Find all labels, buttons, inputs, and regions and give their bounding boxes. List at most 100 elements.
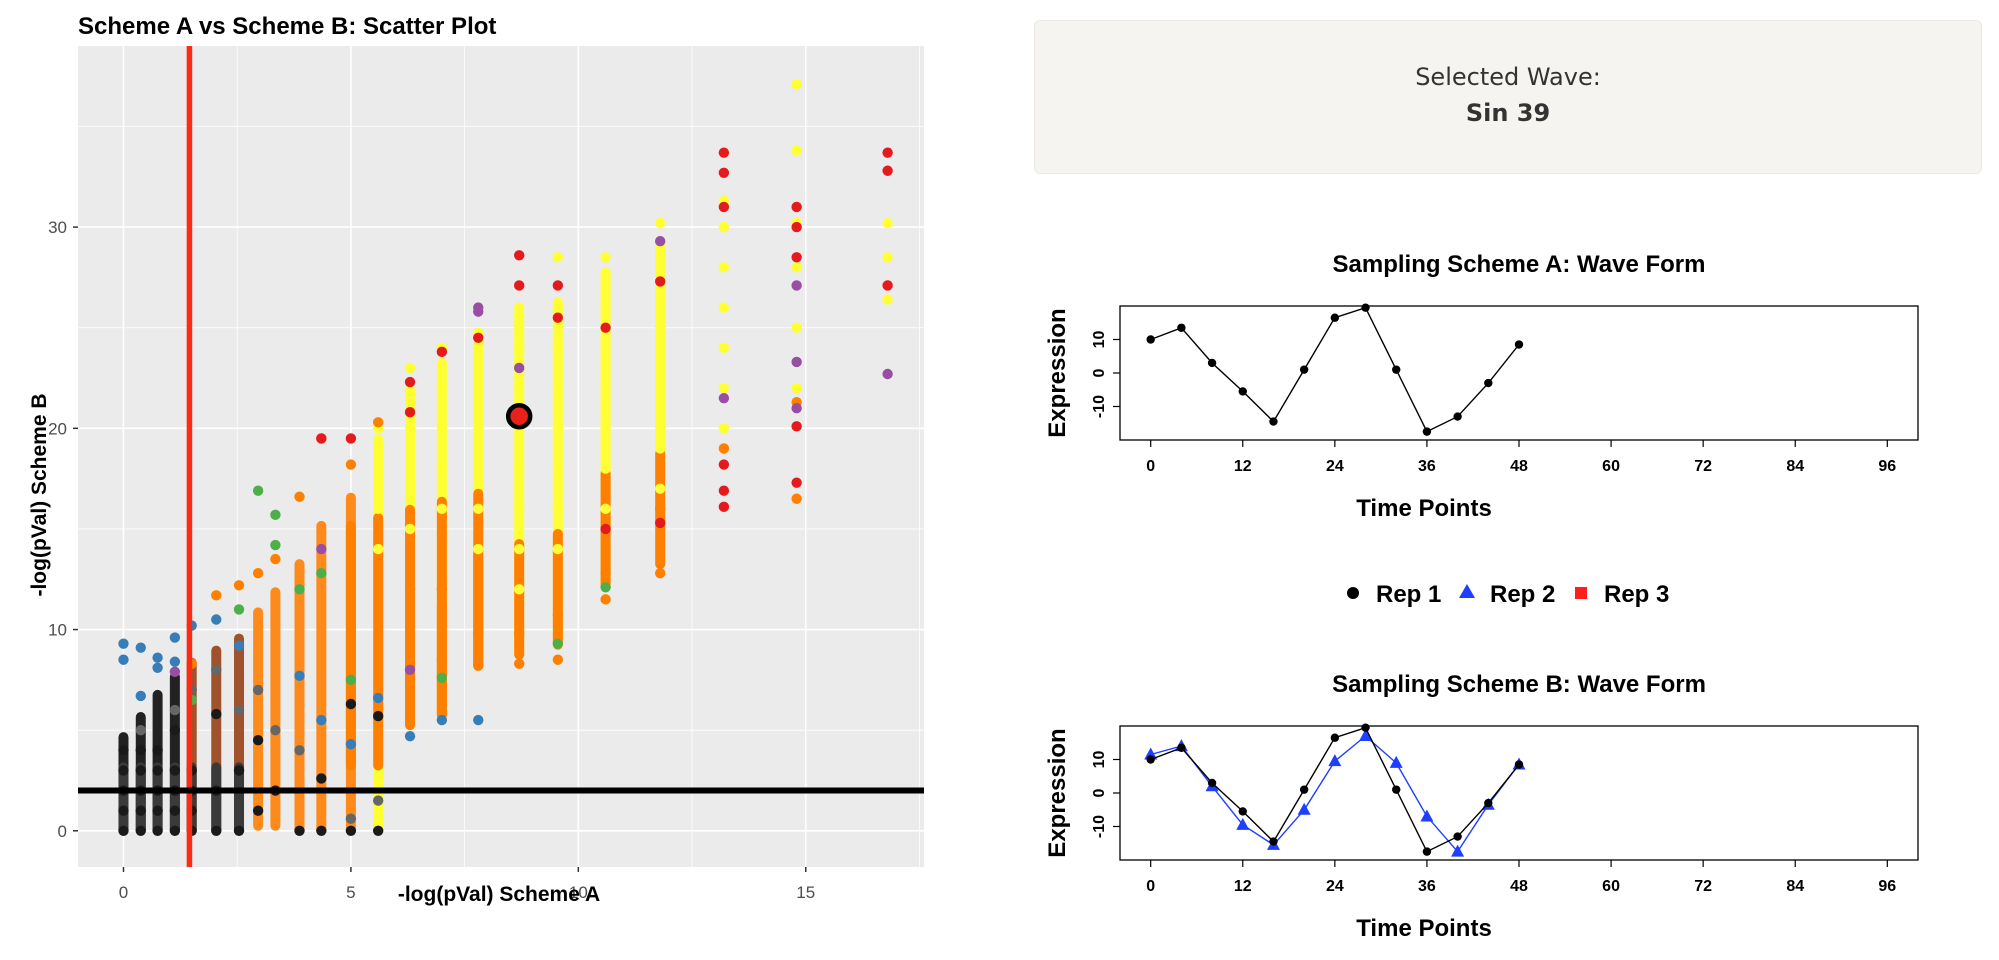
scatter-point-yellow bbox=[654, 483, 666, 494]
y-tick-label: 10 bbox=[1091, 331, 1108, 349]
scatter-point-red bbox=[345, 433, 357, 444]
scatter-point-orange bbox=[473, 660, 484, 671]
wave-line-rep-1 bbox=[1150, 306, 1520, 433]
scatter-point-red bbox=[654, 517, 666, 529]
scatter-point-black bbox=[118, 745, 129, 756]
scatter-point-yellow bbox=[552, 302, 564, 313]
wave-point-triangle bbox=[1451, 844, 1465, 857]
scatter-point-black bbox=[252, 805, 264, 816]
legend-marker-triangle bbox=[1459, 584, 1475, 598]
x-tick-label: 36 bbox=[1418, 458, 1436, 475]
scatter-point-yellow bbox=[473, 463, 484, 474]
y-tick-label: 0 bbox=[1091, 368, 1108, 377]
scatter-panel[interactable] bbox=[78, 46, 924, 867]
wave-point-circle bbox=[1238, 387, 1247, 396]
threshold-lines bbox=[78, 46, 924, 867]
y-tick-label: -10 bbox=[1091, 395, 1108, 418]
wave-point-triangle bbox=[1297, 802, 1311, 815]
legend-marker-square bbox=[1575, 587, 1587, 599]
scatter-point-purple bbox=[513, 362, 525, 374]
wave-b-x-label: Time Points bbox=[1356, 915, 1492, 942]
scatter-point-orange bbox=[436, 584, 448, 595]
scatter-point-orange bbox=[654, 503, 666, 515]
x-tick-label: 96 bbox=[1878, 458, 1896, 475]
scatter-point-yellow bbox=[600, 423, 611, 434]
scatter-point-yellow bbox=[513, 584, 525, 595]
scatter-point-red bbox=[718, 201, 730, 213]
y-tick-label: 10 bbox=[1091, 751, 1108, 769]
scatter-point-black bbox=[169, 825, 181, 836]
wave-point-circle bbox=[1392, 365, 1401, 374]
scatter-point-blue bbox=[294, 670, 305, 682]
scatter-point-black bbox=[345, 698, 357, 710]
x-tick-label: 72 bbox=[1694, 878, 1712, 895]
scatter-point-red bbox=[791, 421, 802, 432]
scatter-point-black bbox=[135, 805, 146, 816]
scatter-point-orange bbox=[436, 654, 448, 665]
scatter-point-green bbox=[252, 485, 264, 496]
scatter-point-blue bbox=[316, 714, 327, 726]
scatter-point-black bbox=[211, 708, 222, 720]
x-tick-label: 10 bbox=[569, 883, 588, 902]
scatter-point-gray bbox=[135, 724, 146, 736]
selected-point-group[interactable] bbox=[505, 403, 533, 430]
scatter-point-yellow bbox=[436, 503, 448, 515]
scatter-point-gray bbox=[372, 795, 384, 806]
scatter-point-red bbox=[718, 501, 730, 513]
scatter-point-red bbox=[316, 433, 327, 444]
scatter-point-yellow bbox=[436, 423, 448, 434]
wave-point-circle bbox=[1361, 303, 1370, 312]
scatter-plot[interactable]: Scheme A vs Scheme B: Scatter Plot 0 5 10 1… bbox=[0, 0, 1000, 940]
scatter-column-band bbox=[253, 607, 264, 831]
scatter-point-yellow bbox=[513, 302, 525, 313]
wave-point-circle bbox=[1269, 837, 1278, 846]
wave-point-circle bbox=[1299, 785, 1309, 794]
scatter-point-orange bbox=[404, 674, 416, 686]
x-tick-label: 48 bbox=[1510, 458, 1528, 475]
scatter-point-black bbox=[135, 765, 146, 776]
scatter-point-black bbox=[372, 825, 384, 836]
scatter-point-purple bbox=[169, 666, 181, 678]
scatter-column-band bbox=[169, 762, 180, 835]
scatter-point-gray bbox=[294, 745, 305, 756]
wave-point-circle bbox=[1330, 733, 1340, 742]
scatter-ticks: 0 5 10 15 0 10 20 30 bbox=[48, 218, 815, 902]
scatter-point-orange bbox=[473, 628, 484, 639]
wave-point-circle bbox=[1299, 365, 1309, 374]
scatter-point-black bbox=[135, 825, 146, 836]
scatter-point-yellow bbox=[372, 543, 384, 555]
x-tick-label: 12 bbox=[1234, 458, 1252, 475]
wave-a-x-label: Time Points bbox=[1356, 495, 1492, 522]
scatter-point-orange bbox=[211, 590, 222, 601]
scatter-grid bbox=[78, 46, 924, 867]
wave-b-frame bbox=[1119, 725, 1919, 861]
scatter-point-orange bbox=[791, 493, 802, 504]
scatter-point-blue bbox=[152, 662, 163, 673]
scatter-point-green bbox=[233, 604, 245, 615]
scatter-point-black bbox=[169, 724, 181, 736]
scatter-point-blue bbox=[118, 654, 129, 665]
scatter-point-red bbox=[404, 376, 416, 388]
scatter-point-purple bbox=[316, 543, 327, 555]
scatter-column-band bbox=[270, 587, 281, 831]
scatter-column-band bbox=[316, 520, 327, 835]
scatter-point-orange bbox=[600, 568, 611, 579]
scatter-point-yellow bbox=[552, 342, 564, 354]
scatter-point-red bbox=[473, 332, 484, 343]
scatter-x-label: -log(pVal) Scheme A bbox=[398, 883, 600, 906]
scatter-column-band bbox=[152, 762, 163, 835]
scatter-column-band bbox=[211, 762, 222, 835]
scatter-y-label: -log(pVal) Scheme B bbox=[28, 393, 51, 596]
scatter-point-yellow bbox=[552, 252, 564, 263]
scatter-point-yellow bbox=[404, 523, 416, 535]
wave-point-triangle bbox=[1236, 817, 1250, 830]
scatter-point-yellow bbox=[654, 403, 666, 414]
legend-label: Rep 3 bbox=[1604, 581, 1669, 608]
scatter-point-red bbox=[791, 201, 802, 213]
scatter-point-yellow bbox=[882, 217, 893, 229]
scatter-point-red bbox=[654, 276, 666, 287]
scatter-column-band bbox=[473, 549, 484, 670]
scatter-point-yellow bbox=[600, 252, 611, 263]
scatter-column-band bbox=[294, 559, 305, 835]
x-tick-label: 12 bbox=[1234, 878, 1252, 895]
